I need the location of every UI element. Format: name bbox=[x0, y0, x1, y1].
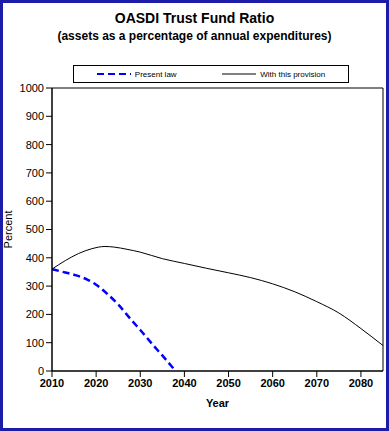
svg-text:700: 700 bbox=[26, 167, 44, 179]
svg-text:2060: 2060 bbox=[260, 377, 284, 389]
svg-text:2070: 2070 bbox=[305, 377, 329, 389]
svg-text:2010: 2010 bbox=[40, 377, 64, 389]
svg-text:600: 600 bbox=[26, 195, 44, 207]
html-text:(assets as a percentage of ann: (assets as a percentage of annual expend… bbox=[57, 29, 332, 43]
svg-text:1000: 1000 bbox=[20, 82, 44, 94]
svg-text:400: 400 bbox=[26, 252, 44, 264]
svg-text:2050: 2050 bbox=[216, 377, 240, 389]
svg-text:0: 0 bbox=[38, 365, 44, 377]
svg-text:2040: 2040 bbox=[172, 377, 196, 389]
svg-text:900: 900 bbox=[26, 110, 44, 122]
svg-text:200: 200 bbox=[26, 308, 44, 320]
html-text:With this provision: With this provision bbox=[260, 69, 326, 79]
svg-text:2020: 2020 bbox=[84, 377, 108, 389]
svg-text:100: 100 bbox=[26, 337, 44, 349]
svg-text:2030: 2030 bbox=[128, 377, 152, 389]
svg-text:300: 300 bbox=[26, 280, 44, 292]
svg-text:Year: Year bbox=[206, 397, 230, 409]
svg-text:500: 500 bbox=[26, 223, 44, 235]
html-text:OASDI Trust Fund Ratio: OASDI Trust Fund Ratio bbox=[114, 10, 275, 26]
svg-text:Percent: Percent bbox=[8, 211, 14, 249]
svg-text:2080: 2080 bbox=[349, 377, 373, 389]
svg-text:800: 800 bbox=[26, 139, 44, 151]
html-text:Present law: Present law bbox=[134, 69, 177, 79]
